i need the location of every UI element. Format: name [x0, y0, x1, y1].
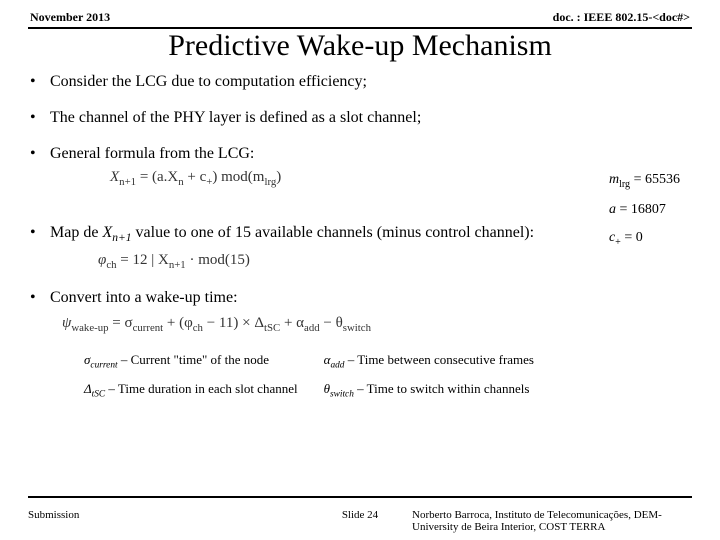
def-sigma: σcurrent – Current "time" of the node [84, 352, 298, 371]
header-docref: doc. : IEEE 802.15-<doc#> [553, 10, 690, 25]
definitions: σcurrent – Current "time" of the node Δt… [28, 352, 692, 399]
formula-lcg: Xn+1 = (a.Xn + c+) mod(mlrg) [110, 169, 692, 188]
formula-wakeup: ψwake-up = σcurrent + (φch − 11) × ΔtSC … [62, 315, 692, 334]
defs-col-left: σcurrent – Current "time" of the node Δt… [84, 352, 298, 399]
formula-channel: φch = 12 | Xn+1 · mod(15) [98, 252, 692, 271]
footer-center: Slide 24 [28, 509, 692, 521]
footer: Submission Slide 24 Norberto Barroca, In… [28, 509, 692, 534]
header-date: November 2013 [30, 10, 110, 25]
def-alpha: αadd – Time between consecutive frames [324, 352, 534, 371]
def-theta: θswitch – Time to switch within channels [324, 381, 534, 400]
bullet-4: Map de Xn+1 value to one of 15 available… [28, 224, 692, 271]
bullet-2: The channel of the PHY layer is defined … [28, 109, 692, 127]
header: November 2013 doc. : IEEE 802.15-<doc#> [28, 10, 692, 25]
def-delta: ΔtSC – Time duration in each slot channe… [84, 381, 298, 400]
footer-rule [28, 496, 692, 498]
page-title: Predictive Wake-up Mechanism [28, 29, 692, 63]
param-a: a = 16807 [609, 202, 680, 218]
slide: November 2013 doc. : IEEE 802.15-<doc#> … [0, 0, 720, 540]
bullet-5: Convert into a wake-up time: ψwake-up = … [28, 289, 692, 334]
param-c: c+ = 0 [609, 230, 680, 248]
bullet-3-text: General formula from the LCG: [50, 145, 254, 162]
bullet-3: General formula from the LCG: Xn+1 = (a.… [28, 145, 692, 188]
bullet-1: Consider the LCG due to computation effi… [28, 73, 692, 91]
lcg-parameters: mlrg = 65536 a = 16807 c+ = 0 [609, 172, 680, 260]
defs-col-right: αadd – Time between consecutive frames θ… [324, 352, 534, 399]
param-m: mlrg = 65536 [609, 172, 680, 190]
bullet-list: Consider the LCG due to computation effi… [28, 73, 692, 334]
